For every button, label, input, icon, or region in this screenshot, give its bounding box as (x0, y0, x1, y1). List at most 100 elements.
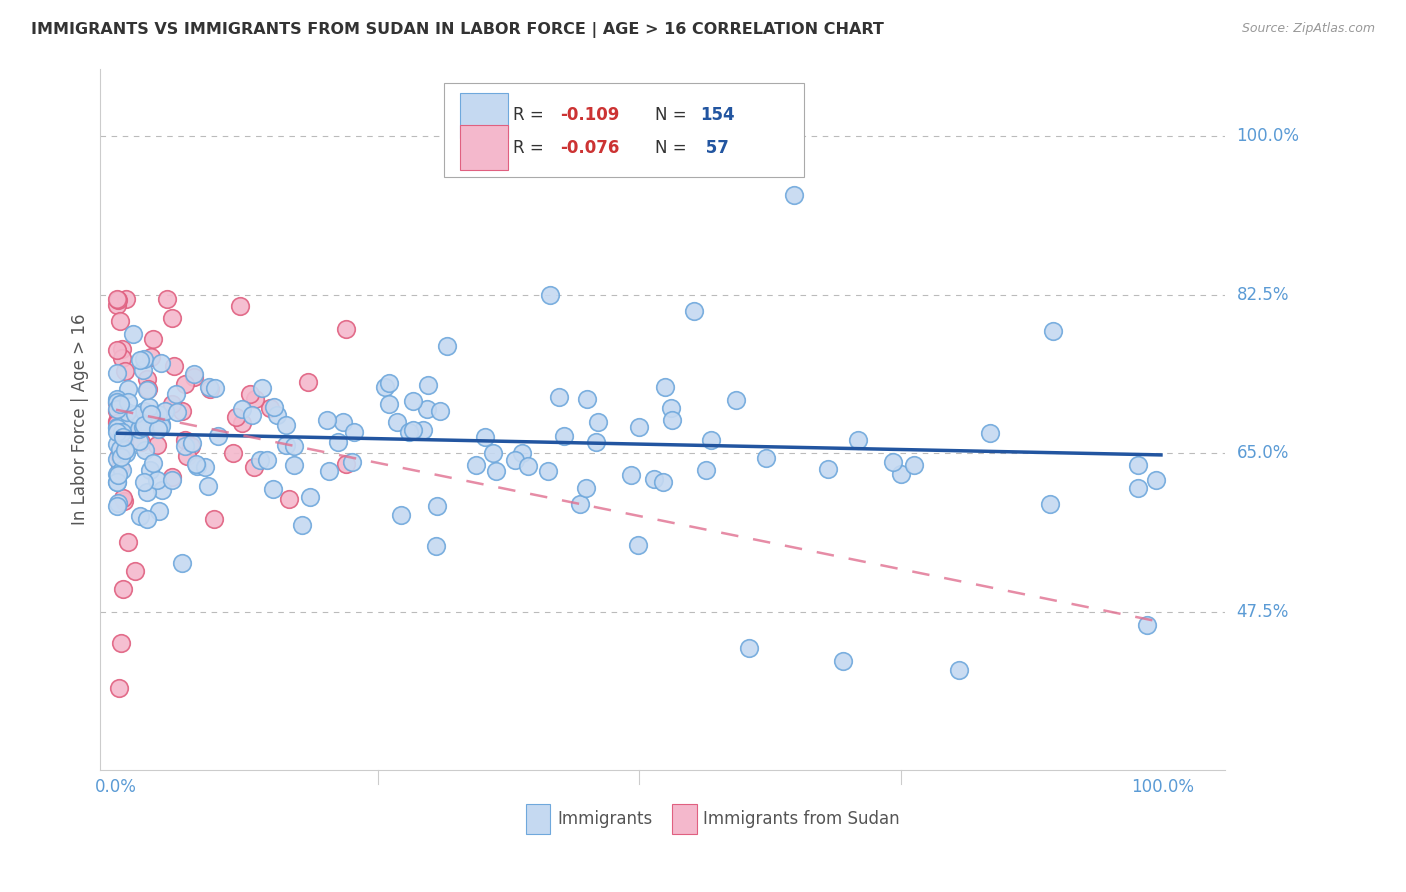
Point (129, 435, 152, 450)
Point (176, 449, 198, 463)
Point (516, 459, 538, 474)
Point (183, 367, 205, 381)
Point (117, 535, 139, 549)
Point (263, 400, 285, 414)
Point (683, 304, 706, 318)
Point (132, 420, 155, 434)
Point (643, 472, 665, 486)
Point (402, 423, 425, 437)
Text: 154: 154 (700, 106, 735, 124)
Point (659, 401, 682, 416)
Point (374, 380, 396, 394)
Point (416, 378, 439, 392)
Point (416, 402, 439, 417)
Point (412, 423, 434, 437)
Point (832, 654, 855, 668)
FancyBboxPatch shape (672, 805, 697, 834)
Point (225, 410, 247, 425)
Point (186, 458, 208, 473)
Point (124, 564, 146, 578)
Point (389, 508, 412, 522)
Point (695, 463, 717, 477)
Point (817, 462, 839, 476)
Point (243, 392, 266, 406)
Point (474, 430, 496, 444)
Point (105, 343, 128, 357)
Point (297, 375, 319, 389)
Point (277, 492, 299, 507)
Point (316, 413, 339, 427)
Point (136, 382, 159, 396)
Point (335, 322, 357, 336)
Point (180, 439, 202, 453)
Point (128, 416, 150, 430)
Point (326, 434, 349, 449)
Point (105, 421, 128, 435)
Point (948, 664, 970, 678)
Point (239, 387, 262, 401)
Point (112, 441, 135, 455)
Point (547, 390, 569, 404)
Point (342, 425, 364, 439)
Text: 47.5%: 47.5% (1237, 602, 1289, 621)
Point (107, 402, 129, 417)
Point (138, 400, 160, 414)
Point (105, 437, 128, 451)
Point (503, 453, 526, 467)
Point (848, 434, 870, 448)
Point (105, 475, 128, 489)
Point (425, 539, 447, 553)
Text: R =: R = (513, 106, 550, 124)
Point (160, 397, 183, 411)
Point (111, 491, 134, 505)
Point (111, 425, 134, 439)
Point (105, 475, 128, 489)
Point (135, 372, 157, 386)
Point (132, 417, 155, 432)
Point (111, 462, 134, 476)
Point (979, 425, 1001, 440)
Point (105, 404, 128, 418)
Point (160, 310, 183, 325)
Point (243, 460, 266, 475)
Point (105, 451, 128, 466)
Point (249, 452, 271, 467)
Point (240, 408, 263, 422)
Point (402, 393, 425, 408)
Point (163, 359, 186, 373)
Point (150, 419, 173, 434)
Point (135, 409, 157, 424)
Point (112, 430, 135, 444)
Point (142, 456, 165, 470)
Point (783, 188, 806, 202)
Point (318, 464, 340, 478)
Point (229, 299, 252, 313)
Point (105, 293, 128, 307)
Point (114, 364, 136, 378)
Point (231, 401, 253, 416)
Text: N =: N = (655, 138, 692, 157)
Point (1126, 481, 1149, 495)
Point (134, 404, 156, 418)
Point (537, 464, 560, 478)
FancyBboxPatch shape (460, 125, 508, 170)
Point (256, 452, 278, 467)
Point (112, 494, 135, 508)
Point (146, 473, 169, 487)
Point (149, 356, 172, 370)
Point (174, 439, 197, 453)
Point (129, 509, 152, 524)
Point (627, 420, 650, 434)
Point (139, 407, 162, 421)
Point (110, 450, 132, 464)
Point (132, 475, 155, 489)
Point (108, 460, 131, 475)
Point (105, 414, 128, 428)
Point (139, 463, 162, 477)
Point (142, 332, 165, 346)
Point (114, 442, 136, 457)
Point (108, 313, 131, 327)
Point (146, 437, 169, 451)
Point (156, 293, 179, 307)
Point (481, 446, 503, 460)
